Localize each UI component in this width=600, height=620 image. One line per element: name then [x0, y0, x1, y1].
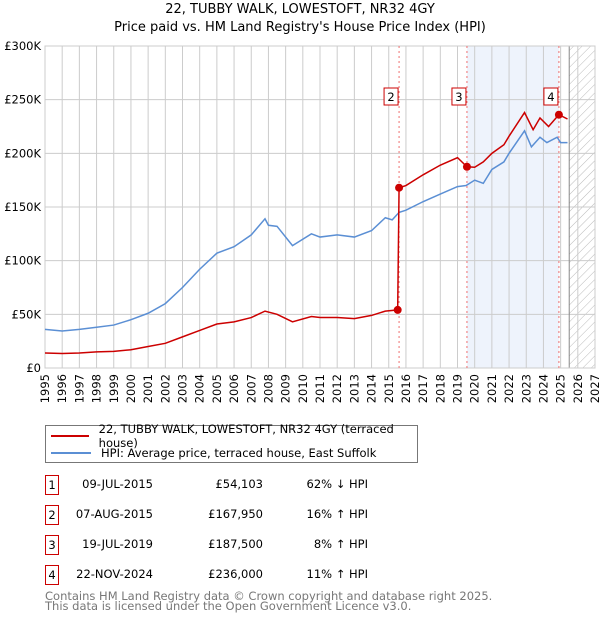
legend-label: 22, TUBBY WALK, LOWESTOFT, NR32 4GY (ter… [98, 422, 394, 450]
property-series-line [44, 111, 568, 355]
y-tick-label: £250K [4, 93, 41, 107]
sale-point [554, 110, 563, 119]
x-tick-label: 2003 [176, 374, 190, 403]
sale-row: 2 07-AUG-2015 £167,950 16% ↑ HPI [45, 505, 445, 525]
chart-title: 22, TUBBY WALK, LOWESTOFT, NR32 4GY [165, 2, 435, 17]
x-tick-label: 2000 [124, 374, 138, 403]
x-tick-label: 2023 [519, 374, 533, 403]
footer: Contains HM Land Registry data © Crown c… [45, 589, 493, 613]
sale-point [395, 183, 404, 192]
sale-label: 2 [387, 90, 394, 104]
x-tick-label: 2015 [382, 374, 396, 403]
sale-date: 09-JUL-2015 [82, 477, 153, 491]
x-tick-label: 1999 [107, 374, 121, 403]
x-tick-label: 2014 [365, 374, 379, 403]
y-tick-label: £0 [26, 361, 41, 375]
x-tick-label: 2018 [433, 374, 447, 403]
sale-date: 22-NOV-2024 [76, 567, 153, 581]
sale-label: 3 [455, 90, 462, 104]
sale-number-badge: 2 [45, 505, 59, 525]
sale-price: £167,950 [208, 507, 263, 521]
x-tick-label: 2022 [502, 374, 516, 403]
sale-hpi-diff: 8% ↑ HPI [313, 537, 368, 551]
x-tick-label: 2004 [193, 374, 207, 403]
legend-swatch-red [51, 435, 89, 437]
x-tick-label: 2006 [227, 374, 241, 403]
x-tick-label: 2025 [554, 374, 568, 403]
x-tick-label: 2020 [468, 374, 482, 403]
sale-number-badge: 3 [45, 535, 59, 555]
sale-label: 4 [547, 90, 554, 104]
legend-item-hpi: HPI: Average price, terraced house, East… [51, 445, 376, 461]
y-tick-label: £200K [4, 146, 41, 160]
x-tick-label: 1995 [38, 374, 52, 403]
sale-point [393, 305, 402, 314]
x-tick-label: 2001 [141, 374, 155, 403]
x-tick-label: 2016 [399, 374, 413, 403]
y-tick-label: £150K [4, 200, 41, 214]
y-tick-label: £100K [4, 254, 41, 268]
y-tick-label: £300K [4, 39, 41, 53]
chart-canvas: 1995 1996 1997 1998 1999 2000 2001 2002 2003 2004… [4, 39, 600, 403]
x-tick-label: 2024 [536, 374, 550, 403]
x-tick-label: 2009 [279, 374, 293, 403]
sale-number-badge: 1 [45, 475, 59, 495]
legend-item-property: 22, TUBBY WALK, LOWESTOFT, NR32 4GY (ter… [51, 422, 417, 450]
sale-hpi-diff: 11% ↑ HPI [306, 567, 368, 581]
x-tick-label: 1997 [72, 374, 86, 403]
sale-point [462, 162, 471, 171]
x-tick-label: 2012 [330, 374, 344, 403]
sale-date: 19-JUL-2019 [82, 537, 153, 551]
x-tick-label: 1996 [55, 374, 69, 403]
x-tick-label: 2017 [416, 374, 430, 403]
sale-date: 07-AUG-2015 [75, 507, 153, 521]
x-tick-label: 2013 [347, 374, 361, 403]
x-tick-label: 2005 [210, 374, 224, 403]
sale-label-box [451, 87, 467, 106]
hpi-series-line [44, 129, 568, 332]
sale-label-box [383, 87, 399, 106]
x-tick-label: 2007 [244, 374, 258, 403]
sale-number-badge: 4 [45, 565, 59, 585]
plot-frame [44, 45, 596, 369]
x-tick-label: 2002 [158, 374, 172, 403]
sale-row: 3 19-JUL-2019 £187,500 8% ↑ HPI [45, 535, 445, 555]
sale-hpi-diff: 16% ↑ HPI [306, 507, 368, 521]
sale-row: 1 09-JUL-2015 £54,103 62% ↓ HPI [45, 475, 445, 495]
footer-line-1: Contains HM Land Registry data © Crown c… [45, 589, 493, 603]
x-tick-label: 2011 [313, 374, 327, 403]
legend-label: HPI: Average price, terraced house, East… [101, 446, 377, 460]
x-tick-label: 2019 [451, 374, 465, 403]
sale-row: 4 22-NOV-2024 £236,000 11% ↑ HPI [45, 565, 445, 585]
x-tick-label: 2008 [261, 374, 275, 403]
legend: 22, TUBBY WALK, LOWESTOFT, NR32 4GY (ter… [45, 422, 418, 463]
sale-price: £187,500 [208, 537, 263, 551]
x-tick-label: 2010 [296, 374, 310, 403]
legend-swatch-blue [51, 452, 91, 454]
sale-label-box [543, 87, 559, 106]
x-tick-label: 1998 [90, 374, 104, 403]
y-tick-label: £50K [12, 307, 42, 321]
chart-subtitle: Price paid vs. HM Land Registry's House … [114, 20, 486, 35]
sale-price: £54,103 [215, 477, 263, 491]
sale-price: £236,000 [208, 567, 263, 581]
x-tick-label: 2027 [588, 374, 600, 403]
x-tick-label: 2026 [571, 374, 585, 403]
x-tick-label: 2021 [485, 374, 499, 403]
sale-hpi-diff: 62% ↓ HPI [306, 477, 368, 491]
footer-line-2: This data is licensed under the Open Gov… [45, 599, 412, 613]
